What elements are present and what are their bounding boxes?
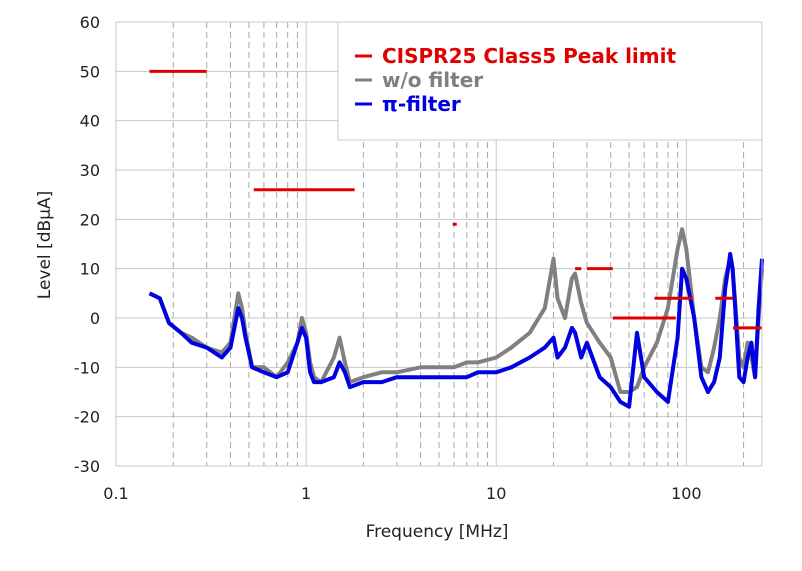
y-tick-label: -10 — [74, 358, 100, 377]
y-tick-label: -30 — [74, 457, 100, 476]
x-tick-labels: 0.1 1 10 100 — [103, 484, 701, 503]
y-tick-label: 0 — [90, 309, 100, 328]
series-layer — [148, 227, 764, 409]
limit-layer — [149, 69, 762, 330]
legend: CISPR25 Class5 Peak limit w/o filter π-f… — [337, 21, 763, 141]
y-tick-label: 20 — [80, 210, 100, 229]
x-tick-label: 1 — [301, 484, 311, 503]
legend-label-without-filter: w/o filter — [382, 68, 483, 92]
series-line-pi-filter — [148, 251, 764, 409]
vertical-gridlines — [172, 22, 745, 466]
y-axis-title: Level [dBμA] — [35, 191, 55, 299]
y-tick-label: 50 — [80, 62, 100, 81]
x-tick-label: 10 — [486, 484, 506, 503]
y-tick-label: -20 — [74, 408, 100, 427]
legend-label-limit: CISPR25 Class5 Peak limit — [382, 44, 676, 68]
series-line-without-filter — [148, 227, 764, 394]
y-tick-label: 30 — [80, 161, 100, 180]
x-axis-title: Frequency [MHz] — [366, 522, 509, 542]
legend-box — [337, 21, 763, 141]
y-tick-label: 40 — [80, 112, 100, 131]
x-tick-label: 100 — [671, 484, 702, 503]
legend-label-pi-filter: π-filter — [382, 92, 461, 116]
y-tick-label: 10 — [80, 260, 100, 279]
y-tick-label: 60 — [80, 13, 100, 32]
y-tick-labels: -30 -20 -10 0 10 20 30 40 50 60 — [74, 13, 100, 476]
x-tick-label: 0.1 — [103, 484, 128, 503]
